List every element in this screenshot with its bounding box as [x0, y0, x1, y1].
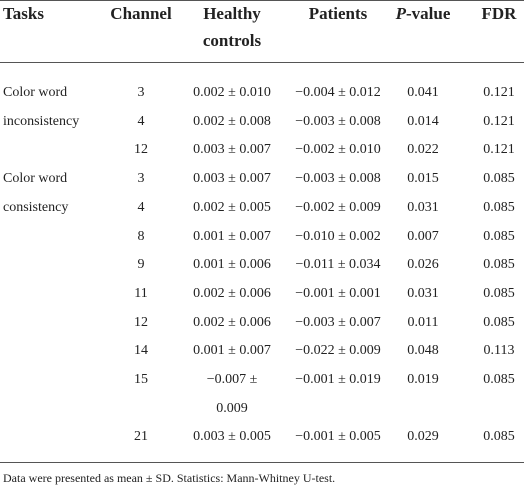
channel: 12	[134, 142, 148, 158]
healthy-value: 0.001 ± 0.007	[193, 228, 271, 244]
p-text: -value	[406, 4, 451, 23]
p-value: 0.015	[407, 171, 439, 187]
channel: 8	[137, 228, 145, 244]
channel: 21	[134, 429, 148, 445]
patients-value: −0.010 ± 0.002	[295, 228, 381, 244]
header-tasks: Tasks	[3, 4, 44, 23]
p-value: 0.011	[407, 314, 439, 330]
patients-value: −0.004 ± 0.012	[295, 85, 381, 100]
fdr-value: 0.121	[483, 85, 515, 100]
task-label: Color word	[3, 171, 68, 187]
fdr-value: 0.085	[483, 285, 515, 301]
p-value: 0.019	[407, 372, 439, 387]
channel: 14	[134, 343, 148, 359]
fdr-value: 0.085	[483, 257, 515, 273]
channel: 3	[137, 171, 145, 187]
channel: 3	[137, 85, 145, 100]
healthy-value: 0.002 ± 0.005	[193, 199, 271, 215]
fdr-value: 0.085	[483, 199, 515, 215]
channel: 15	[134, 372, 148, 387]
patients-value: −0.002 ± 0.009	[295, 199, 381, 215]
patients-value: −0.001 ± 0.019	[295, 372, 381, 387]
patients-value: −0.002 ± 0.010	[295, 142, 381, 158]
header-healthy: controls	[202, 31, 262, 50]
healthy-value: 0.003 ± 0.007	[193, 142, 271, 158]
p-italic: P	[395, 4, 406, 23]
p-value: 0.048	[407, 343, 439, 359]
task-label: Color word	[3, 85, 68, 100]
p-value: 0.029	[407, 429, 439, 445]
top-rule	[0, 0, 524, 1]
header-rule	[0, 62, 524, 63]
healthy-value: 0.001 ± 0.006	[193, 257, 271, 273]
header-channel: Channel	[110, 4, 172, 23]
header-patients: Patients	[308, 4, 368, 23]
healthy-value: −0.007 ±	[206, 372, 258, 387]
task-label: consistency	[3, 199, 69, 215]
fdr-value: 0.121	[483, 113, 515, 129]
p-value: 0.014	[407, 113, 439, 129]
fdr-value: 0.085	[483, 314, 515, 330]
p-value: 0.031	[407, 199, 439, 215]
channel: 4	[137, 199, 145, 215]
patients-value: −0.003 ± 0.008	[295, 171, 381, 187]
healthy-value: 0.003 ± 0.005	[193, 429, 271, 445]
p-value: 0.022	[407, 142, 439, 158]
fdr-value: 0.113	[483, 343, 515, 359]
p-value: 0.007	[407, 228, 439, 244]
patients-value: −0.003 ± 0.008	[295, 113, 381, 129]
patients-value: −0.001 ± 0.005	[295, 429, 381, 445]
channel: 4	[137, 113, 145, 129]
p-value: 0.026	[407, 257, 439, 273]
fdr-value: 0.085	[483, 372, 515, 387]
fdr-value: 0.085	[483, 429, 515, 445]
bottom-rule	[0, 462, 524, 463]
header-p-value: P-value	[396, 4, 451, 24]
patients-value: −0.003 ± 0.007	[295, 314, 381, 330]
header-healthy: Healthy	[203, 4, 261, 23]
healthy-value: 0.002 ± 0.006	[193, 314, 271, 330]
p-value: 0.031	[407, 285, 439, 301]
header-fdr: FDR	[481, 4, 517, 23]
fdr-value: 0.085	[483, 171, 515, 187]
channel: 9	[137, 257, 145, 273]
healthy-value: 0.009	[216, 400, 248, 416]
fdr-value: 0.121	[483, 142, 515, 158]
healthy-value: 0.001 ± 0.007	[193, 343, 271, 359]
patients-value: −0.011 ± 0.034	[295, 257, 381, 273]
task-label: inconsistency	[3, 113, 80, 129]
channel: 11	[134, 285, 148, 301]
footnote: Data were presented as mean ± SD. Statis…	[3, 471, 336, 485]
patients-value: −0.001 ± 0.001	[295, 285, 381, 301]
fdr-value: 0.085	[483, 228, 515, 244]
healthy-value: 0.003 ± 0.007	[193, 171, 271, 187]
healthy-value: 0.002 ± 0.006	[193, 285, 271, 301]
healthy-value: 0.002 ± 0.008	[193, 113, 271, 129]
channel: 12	[134, 314, 148, 330]
p-value: 0.041	[407, 85, 439, 100]
patients-value: −0.022 ± 0.009	[295, 343, 381, 359]
healthy-value: 0.002 ± 0.010	[193, 85, 271, 100]
